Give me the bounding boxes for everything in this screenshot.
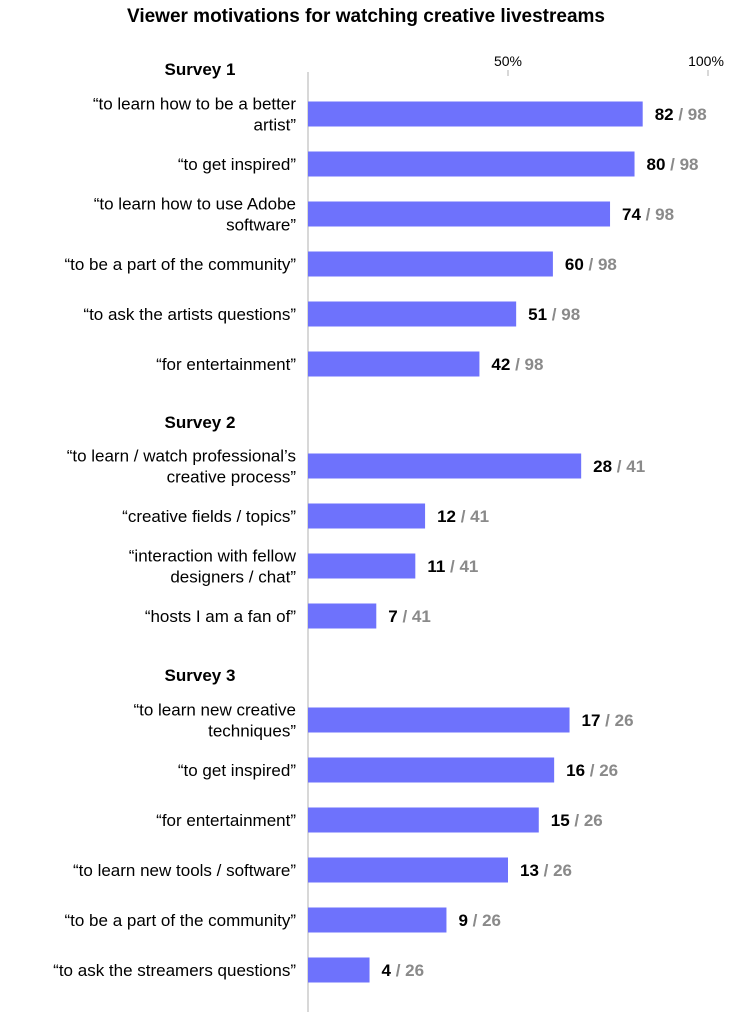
data-label-total: / 26 — [539, 861, 572, 880]
group-heading: Survey 3 — [165, 666, 236, 685]
data-label: 82 / 98 — [655, 105, 707, 124]
data-label-total: / 41 — [445, 557, 478, 576]
data-label-count: 80 — [647, 155, 666, 174]
data-label-total: / 41 — [456, 507, 489, 526]
data-label-count: 9 — [458, 911, 467, 930]
bar — [308, 301, 517, 327]
data-label-count: 28 — [593, 457, 612, 476]
bar — [308, 453, 582, 479]
data-label: 60 / 98 — [565, 255, 617, 274]
data-label-total: / 98 — [641, 205, 674, 224]
bar — [308, 807, 539, 833]
bars-layer: Survey 1 “to learn how to be a better arti… — [53, 60, 707, 983]
data-label-count: 13 — [520, 861, 539, 880]
group-heading: Survey 1 — [165, 60, 236, 79]
data-label-count: 11 — [427, 557, 445, 576]
bar — [308, 101, 643, 127]
category-label: “hosts I am a fan of” — [145, 607, 297, 626]
data-label-total: / 26 — [391, 961, 424, 980]
chart-title: Viewer motivations for watching creative… — [127, 6, 605, 27]
bar — [308, 151, 635, 177]
data-label-count: 17 — [582, 711, 601, 730]
data-label-total: / 26 — [570, 811, 603, 830]
data-label-total: / 98 — [584, 255, 617, 274]
category-label: “to get inspired” — [178, 761, 296, 780]
category-label: “to learn / watch professional’s creative… — [67, 447, 297, 487]
bar — [308, 351, 480, 377]
data-label-count: 51 — [528, 305, 547, 324]
data-label: 4 / 26 — [382, 961, 425, 980]
bar — [308, 857, 508, 883]
data-label: 9 / 26 — [458, 911, 501, 930]
data-label: 11 / 41 — [427, 557, 478, 576]
x-tick-label: 50% — [494, 53, 522, 69]
bar — [308, 907, 447, 933]
data-label-total: / 98 — [510, 355, 543, 374]
category-label: “to be a part of the community” — [65, 255, 297, 274]
data-label-total: / 41 — [398, 607, 431, 626]
category-label: “to get inspired” — [178, 155, 296, 174]
data-label-total: / 98 — [547, 305, 580, 324]
data-label-count: 12 — [437, 507, 456, 526]
bar — [308, 251, 553, 277]
category-label: “interaction with fellow designers / chat… — [129, 547, 297, 587]
category-label: “to learn how to be a better artist” — [93, 95, 297, 135]
data-label-total: / 26 — [468, 911, 501, 930]
data-label: 51 / 98 — [528, 305, 580, 324]
data-label-total: / 98 — [674, 105, 707, 124]
category-label: “to ask the artists questions” — [83, 305, 296, 324]
data-label-count: 60 — [565, 255, 584, 274]
bar — [308, 707, 570, 733]
data-label-count: 16 — [566, 761, 585, 780]
category-label: “to learn new tools / software” — [73, 861, 296, 880]
data-label: 12 / 41 — [437, 507, 489, 526]
x-tick-label: 100% — [688, 53, 724, 69]
data-label: 28 / 41 — [593, 457, 645, 476]
category-label: “to ask the streamers questions” — [53, 961, 296, 980]
bar — [308, 553, 416, 579]
bar — [308, 503, 426, 529]
data-label-total: / 98 — [665, 155, 698, 174]
data-label: 17 / 26 — [582, 711, 634, 730]
category-label: “to be a part of the community” — [65, 911, 297, 930]
bar — [308, 757, 555, 783]
data-label: 15 / 26 — [551, 811, 603, 830]
category-label: “to learn how to use Adobe software” — [94, 195, 297, 235]
data-label: 7 / 41 — [388, 607, 431, 626]
axis-layer: 50% 100% — [307, 53, 724, 1012]
data-label-count: 7 — [388, 607, 397, 626]
data-label-total: / 26 — [585, 761, 618, 780]
data-label-count: 15 — [551, 811, 570, 830]
data-label-total: / 41 — [612, 457, 645, 476]
category-label: “for entertainment” — [156, 355, 296, 374]
data-label-count: 42 — [491, 355, 510, 374]
bar — [308, 201, 611, 227]
bar — [308, 957, 370, 983]
data-label: 74 / 98 — [622, 205, 674, 224]
data-label-count: 4 — [382, 961, 392, 980]
data-label: 80 / 98 — [647, 155, 699, 174]
category-label: “to learn new creative techniques” — [133, 701, 296, 741]
data-label-count: 74 — [622, 205, 641, 224]
data-label: 42 / 98 — [491, 355, 543, 374]
data-label: 13 / 26 — [520, 861, 572, 880]
category-label: “for entertainment” — [156, 811, 296, 830]
data-label-count: 82 — [655, 105, 674, 124]
data-label-total: / 26 — [600, 711, 633, 730]
data-label: 16 / 26 — [566, 761, 618, 780]
category-label: “creative fields / topics” — [122, 507, 296, 526]
group-heading: Survey 2 — [165, 413, 236, 432]
bar — [308, 603, 377, 629]
